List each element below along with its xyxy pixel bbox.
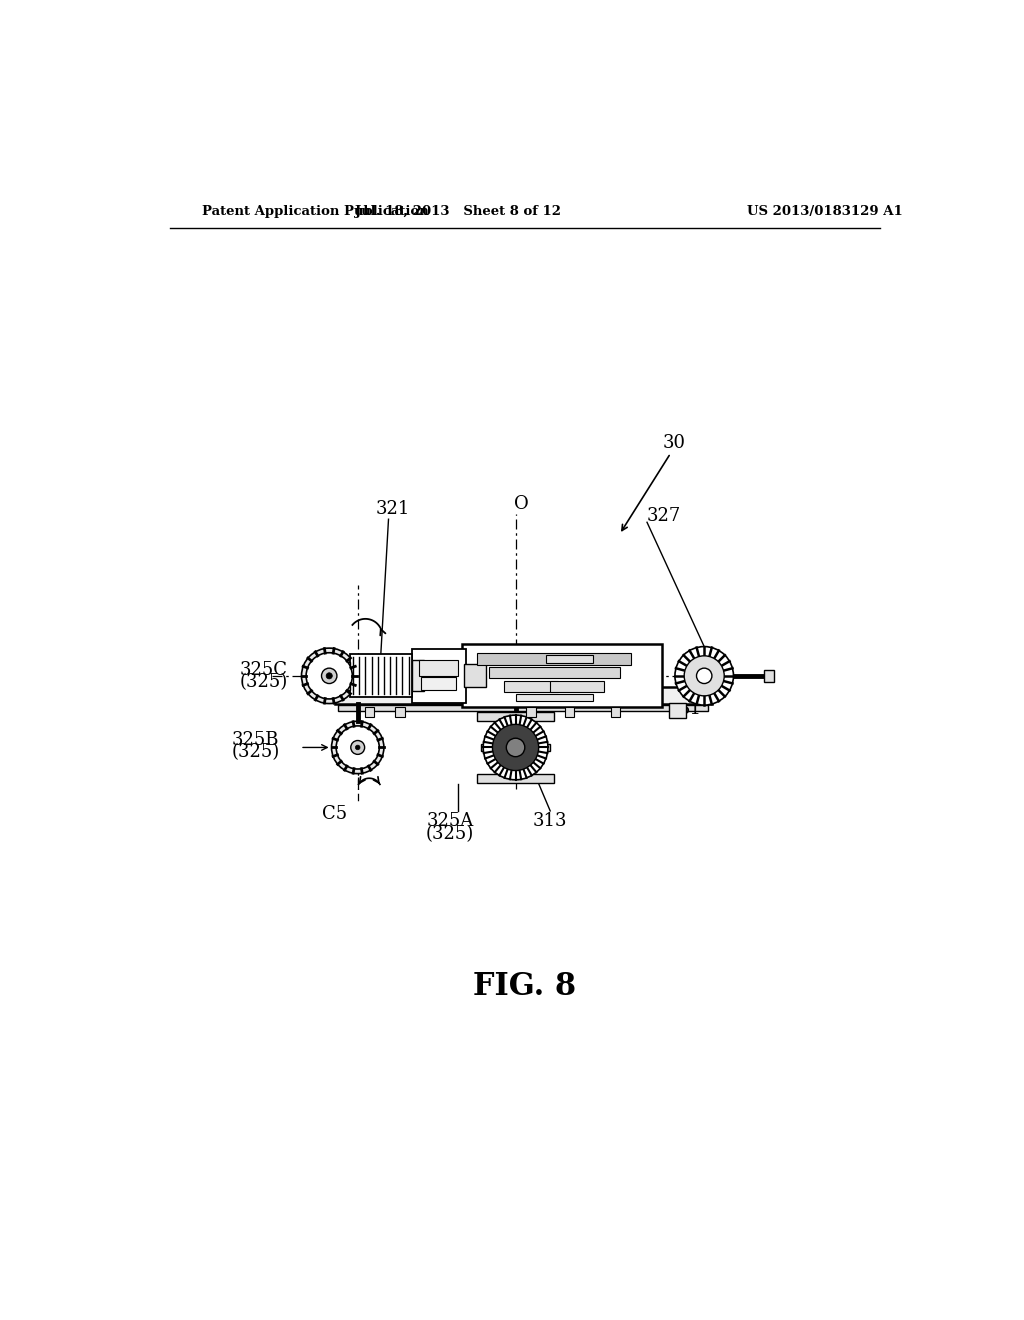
Bar: [477, 774, 554, 783]
Bar: [464, 664, 485, 688]
Text: Patent Application Publication: Patent Application Publication: [202, 205, 428, 218]
Text: 321: 321: [375, 500, 410, 517]
Text: Jul. 18, 2013   Sheet 8 of 12: Jul. 18, 2013 Sheet 8 of 12: [354, 205, 561, 218]
Circle shape: [483, 715, 548, 780]
Circle shape: [351, 741, 365, 755]
Text: 325C: 325C: [240, 661, 288, 678]
Bar: [547, 655, 593, 663]
Text: 327: 327: [647, 507, 681, 525]
Bar: [477, 653, 631, 665]
Text: O: O: [514, 495, 529, 513]
Bar: [462, 644, 662, 708]
Circle shape: [675, 647, 733, 705]
Circle shape: [355, 744, 360, 750]
Circle shape: [332, 721, 384, 774]
Bar: [669, 702, 686, 718]
Bar: [611, 706, 621, 718]
Bar: [338, 663, 350, 689]
Circle shape: [493, 725, 539, 771]
Bar: [335, 688, 712, 705]
Text: C5: C5: [322, 805, 347, 822]
Text: 30: 30: [664, 434, 686, 451]
Bar: [477, 711, 554, 721]
Text: FIG. 8: FIG. 8: [473, 972, 577, 1002]
Text: (325): (325): [426, 825, 474, 843]
Bar: [419, 660, 458, 676]
Bar: [488, 668, 620, 678]
Text: 325B: 325B: [231, 731, 279, 748]
Circle shape: [696, 668, 712, 684]
Bar: [395, 706, 404, 718]
Circle shape: [306, 653, 352, 700]
Bar: [412, 660, 424, 692]
Bar: [764, 669, 773, 682]
Bar: [526, 706, 536, 718]
Bar: [550, 681, 604, 692]
Text: (325): (325): [240, 673, 288, 690]
Circle shape: [326, 673, 333, 678]
Text: 31: 31: [679, 700, 701, 718]
Circle shape: [684, 656, 724, 696]
Bar: [339, 705, 708, 711]
Bar: [515, 693, 593, 701]
Circle shape: [506, 738, 524, 756]
Bar: [481, 744, 550, 751]
Bar: [421, 677, 456, 690]
Bar: [365, 706, 374, 718]
Bar: [565, 706, 574, 718]
Bar: [504, 681, 558, 692]
Circle shape: [336, 726, 379, 770]
Bar: [350, 655, 412, 697]
Circle shape: [301, 648, 357, 704]
Text: US 2013/0183129 A1: US 2013/0183129 A1: [746, 205, 902, 218]
Bar: [412, 649, 466, 702]
Text: 325A: 325A: [426, 812, 474, 830]
Text: (325): (325): [231, 743, 280, 762]
Circle shape: [322, 668, 337, 684]
Text: 313: 313: [532, 812, 567, 830]
Text: C4: C4: [694, 667, 720, 685]
